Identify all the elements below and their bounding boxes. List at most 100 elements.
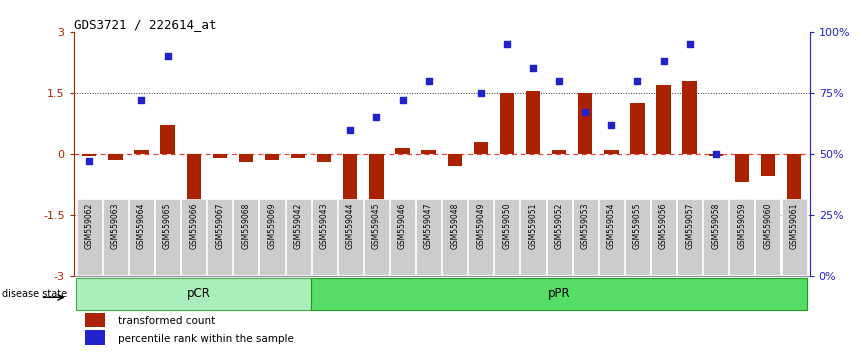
Point xyxy=(526,66,540,72)
Text: GSM559057: GSM559057 xyxy=(685,202,695,249)
FancyBboxPatch shape xyxy=(755,199,780,275)
Point xyxy=(239,229,253,235)
Bar xyxy=(291,154,306,158)
Text: disease state: disease state xyxy=(2,289,67,299)
Bar xyxy=(474,142,488,154)
Bar xyxy=(369,154,384,223)
FancyBboxPatch shape xyxy=(520,199,546,275)
Bar xyxy=(265,154,279,160)
FancyBboxPatch shape xyxy=(546,199,572,275)
Text: pPR: pPR xyxy=(548,287,571,300)
Bar xyxy=(552,150,566,154)
Text: GSM559048: GSM559048 xyxy=(450,202,459,249)
FancyBboxPatch shape xyxy=(469,199,494,275)
FancyBboxPatch shape xyxy=(625,199,650,275)
Text: GSM559067: GSM559067 xyxy=(216,202,224,249)
Point xyxy=(317,239,331,245)
Bar xyxy=(500,93,514,154)
Text: GSM559053: GSM559053 xyxy=(581,202,590,249)
Bar xyxy=(708,154,723,156)
Point xyxy=(578,110,592,115)
Bar xyxy=(82,154,96,156)
Bar xyxy=(526,91,540,154)
Bar xyxy=(422,150,436,154)
Bar xyxy=(85,330,106,345)
Text: GSM559052: GSM559052 xyxy=(554,202,564,249)
Point xyxy=(761,241,775,247)
Text: GDS3721 / 222614_at: GDS3721 / 222614_at xyxy=(74,18,216,31)
Point xyxy=(422,78,436,84)
Bar xyxy=(213,154,227,158)
Point xyxy=(344,127,358,132)
Text: GSM559069: GSM559069 xyxy=(268,202,276,249)
Text: GSM559046: GSM559046 xyxy=(398,202,407,249)
Text: GSM559058: GSM559058 xyxy=(711,202,721,249)
FancyBboxPatch shape xyxy=(572,199,598,275)
Bar xyxy=(76,278,311,310)
Point xyxy=(735,200,749,206)
Text: GSM559068: GSM559068 xyxy=(242,202,250,249)
FancyBboxPatch shape xyxy=(286,199,311,275)
Point xyxy=(213,266,227,272)
Bar xyxy=(578,93,592,154)
Bar xyxy=(448,154,462,166)
Bar xyxy=(108,154,123,160)
FancyBboxPatch shape xyxy=(677,199,702,275)
FancyBboxPatch shape xyxy=(181,199,206,275)
Bar xyxy=(85,313,106,327)
Text: GSM559066: GSM559066 xyxy=(189,202,198,249)
Point xyxy=(82,159,96,164)
FancyBboxPatch shape xyxy=(703,199,728,275)
Bar xyxy=(787,154,801,219)
Point xyxy=(474,90,488,96)
Text: GSM559047: GSM559047 xyxy=(424,202,433,249)
FancyBboxPatch shape xyxy=(443,199,468,275)
Point xyxy=(396,97,410,103)
Text: GSM559049: GSM559049 xyxy=(476,202,485,249)
Bar xyxy=(604,150,618,154)
FancyBboxPatch shape xyxy=(155,199,180,275)
Text: GSM559054: GSM559054 xyxy=(607,202,616,249)
Point xyxy=(134,97,148,103)
Bar xyxy=(656,85,670,154)
Text: GSM559051: GSM559051 xyxy=(528,202,538,249)
Point xyxy=(630,78,644,84)
Point xyxy=(656,58,670,64)
FancyBboxPatch shape xyxy=(129,199,154,275)
FancyBboxPatch shape xyxy=(729,199,754,275)
Point xyxy=(265,244,279,250)
Point xyxy=(291,266,305,272)
FancyBboxPatch shape xyxy=(207,199,232,275)
Point xyxy=(787,266,801,272)
Text: transformed count: transformed count xyxy=(118,316,215,326)
Bar xyxy=(760,154,775,176)
FancyBboxPatch shape xyxy=(651,199,676,275)
Text: GSM559062: GSM559062 xyxy=(85,202,94,249)
Bar xyxy=(311,278,807,310)
Bar xyxy=(160,126,175,154)
Point xyxy=(370,115,384,120)
Bar xyxy=(186,154,201,260)
Point xyxy=(708,151,722,157)
Text: GSM559063: GSM559063 xyxy=(111,202,120,249)
Point xyxy=(448,266,462,272)
Point xyxy=(108,224,122,230)
Text: GSM559055: GSM559055 xyxy=(633,202,642,249)
FancyBboxPatch shape xyxy=(781,199,806,275)
Point xyxy=(161,53,175,59)
Bar xyxy=(317,154,332,162)
Text: GSM559042: GSM559042 xyxy=(294,202,302,249)
Text: GSM559064: GSM559064 xyxy=(137,202,146,249)
Text: GSM559056: GSM559056 xyxy=(659,202,668,249)
FancyBboxPatch shape xyxy=(598,199,624,275)
Point xyxy=(604,122,618,127)
Point xyxy=(553,78,566,84)
Text: pCR: pCR xyxy=(187,287,210,300)
Bar xyxy=(395,148,410,154)
Text: GSM559059: GSM559059 xyxy=(737,202,746,249)
Text: GSM559060: GSM559060 xyxy=(764,202,772,249)
FancyBboxPatch shape xyxy=(338,199,363,275)
Bar xyxy=(239,154,253,162)
Text: GSM559043: GSM559043 xyxy=(320,202,329,249)
Bar xyxy=(734,154,749,183)
